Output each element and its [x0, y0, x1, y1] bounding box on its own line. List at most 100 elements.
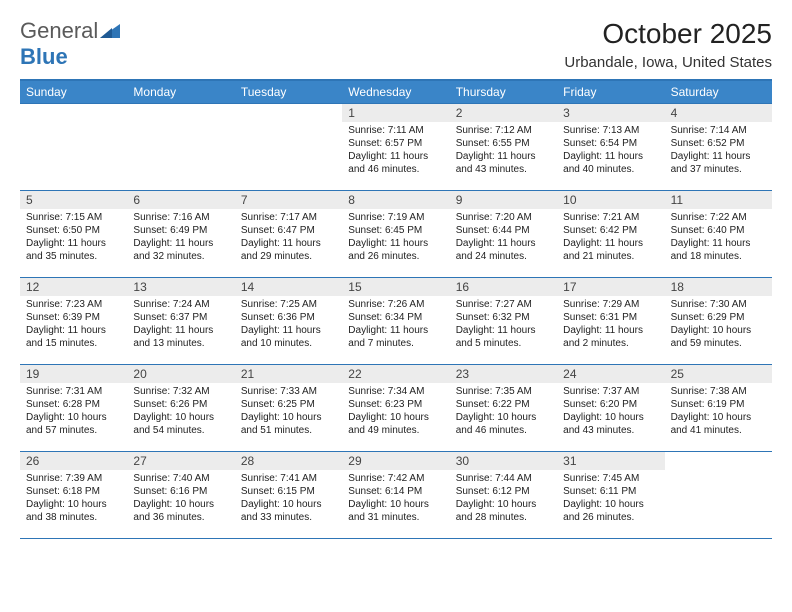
calendar-day-cell — [127, 104, 234, 190]
title-block: October 2025 Urbandale, Iowa, United Sta… — [564, 18, 772, 73]
day-number: 5 — [20, 191, 127, 209]
day-body: Sunrise: 7:38 AMSunset: 6:19 PMDaylight:… — [665, 383, 772, 439]
sunrise: Sunrise: 7:39 AM — [26, 472, 121, 485]
sunset: Sunset: 6:54 PM — [563, 137, 658, 150]
day-number: 7 — [235, 191, 342, 209]
calendar-day-cell: 19Sunrise: 7:31 AMSunset: 6:28 PMDayligh… — [20, 365, 127, 451]
day-body: Sunrise: 7:26 AMSunset: 6:34 PMDaylight:… — [342, 296, 449, 352]
day-number: 9 — [450, 191, 557, 209]
page-subtitle: Urbandale, Iowa, United States — [564, 54, 772, 71]
sunrise: Sunrise: 7:41 AM — [241, 472, 336, 485]
daylight: Daylight: 11 hours and 21 minutes. — [563, 237, 658, 263]
day-number: 23 — [450, 365, 557, 383]
calendar-header-cell: Wednesday — [342, 81, 449, 103]
sunset: Sunset: 6:52 PM — [671, 137, 766, 150]
logo-text: General Blue — [20, 18, 120, 70]
day-body: Sunrise: 7:31 AMSunset: 6:28 PMDaylight:… — [20, 383, 127, 439]
day-number: 24 — [557, 365, 664, 383]
day-body: Sunrise: 7:13 AMSunset: 6:54 PMDaylight:… — [557, 122, 664, 178]
calendar-week-row: 12Sunrise: 7:23 AMSunset: 6:39 PMDayligh… — [20, 277, 772, 364]
day-number — [665, 452, 772, 456]
calendar-day-cell: 13Sunrise: 7:24 AMSunset: 6:37 PMDayligh… — [127, 278, 234, 364]
sunset: Sunset: 6:40 PM — [671, 224, 766, 237]
sunrise: Sunrise: 7:45 AM — [563, 472, 658, 485]
sunset: Sunset: 6:47 PM — [241, 224, 336, 237]
calendar-day-cell: 24Sunrise: 7:37 AMSunset: 6:20 PMDayligh… — [557, 365, 664, 451]
sunset: Sunset: 6:31 PM — [563, 311, 658, 324]
day-body: Sunrise: 7:32 AMSunset: 6:26 PMDaylight:… — [127, 383, 234, 439]
sunset: Sunset: 6:29 PM — [671, 311, 766, 324]
day-number: 13 — [127, 278, 234, 296]
calendar-weeks: 1Sunrise: 7:11 AMSunset: 6:57 PMDaylight… — [20, 103, 772, 538]
day-number: 4 — [665, 104, 772, 122]
day-body: Sunrise: 7:39 AMSunset: 6:18 PMDaylight:… — [20, 470, 127, 526]
day-number: 17 — [557, 278, 664, 296]
calendar-day-cell: 16Sunrise: 7:27 AMSunset: 6:32 PMDayligh… — [450, 278, 557, 364]
sunrise: Sunrise: 7:13 AM — [563, 124, 658, 137]
sunrise: Sunrise: 7:44 AM — [456, 472, 551, 485]
daylight: Daylight: 10 hours and 49 minutes. — [348, 411, 443, 437]
daylight: Daylight: 11 hours and 32 minutes. — [133, 237, 228, 263]
day-body: Sunrise: 7:44 AMSunset: 6:12 PMDaylight:… — [450, 470, 557, 526]
calendar-day-cell: 31Sunrise: 7:45 AMSunset: 6:11 PMDayligh… — [557, 452, 664, 538]
sunset: Sunset: 6:15 PM — [241, 485, 336, 498]
day-number: 10 — [557, 191, 664, 209]
day-number — [127, 104, 234, 108]
sunrise: Sunrise: 7:20 AM — [456, 211, 551, 224]
calendar-day-cell: 17Sunrise: 7:29 AMSunset: 6:31 PMDayligh… — [557, 278, 664, 364]
sunset: Sunset: 6:34 PM — [348, 311, 443, 324]
sunrise: Sunrise: 7:15 AM — [26, 211, 121, 224]
sunrise: Sunrise: 7:37 AM — [563, 385, 658, 398]
calendar-header-cell: Monday — [127, 81, 234, 103]
sunset: Sunset: 6:42 PM — [563, 224, 658, 237]
calendar-day-cell: 6Sunrise: 7:16 AMSunset: 6:49 PMDaylight… — [127, 191, 234, 277]
sunset: Sunset: 6:16 PM — [133, 485, 228, 498]
day-number: 26 — [20, 452, 127, 470]
calendar-header-cell: Thursday — [450, 81, 557, 103]
calendar-day-cell: 4Sunrise: 7:14 AMSunset: 6:52 PMDaylight… — [665, 104, 772, 190]
sunset: Sunset: 6:39 PM — [26, 311, 121, 324]
day-body: Sunrise: 7:19 AMSunset: 6:45 PMDaylight:… — [342, 209, 449, 265]
sunset: Sunset: 6:20 PM — [563, 398, 658, 411]
day-number: 31 — [557, 452, 664, 470]
sunset: Sunset: 6:55 PM — [456, 137, 551, 150]
sunset: Sunset: 6:19 PM — [671, 398, 766, 411]
sunset: Sunset: 6:37 PM — [133, 311, 228, 324]
calendar-day-cell: 26Sunrise: 7:39 AMSunset: 6:18 PMDayligh… — [20, 452, 127, 538]
sunrise: Sunrise: 7:16 AM — [133, 211, 228, 224]
day-body: Sunrise: 7:29 AMSunset: 6:31 PMDaylight:… — [557, 296, 664, 352]
day-number: 6 — [127, 191, 234, 209]
day-number: 1 — [342, 104, 449, 122]
day-body: Sunrise: 7:27 AMSunset: 6:32 PMDaylight:… — [450, 296, 557, 352]
daylight: Daylight: 11 hours and 35 minutes. — [26, 237, 121, 263]
calendar-day-cell: 7Sunrise: 7:17 AMSunset: 6:47 PMDaylight… — [235, 191, 342, 277]
daylight: Daylight: 11 hours and 2 minutes. — [563, 324, 658, 350]
daylight: Daylight: 10 hours and 36 minutes. — [133, 498, 228, 524]
top-bar: General Blue October 2025 Urbandale, Iow… — [20, 18, 772, 73]
daylight: Daylight: 10 hours and 31 minutes. — [348, 498, 443, 524]
day-number: 19 — [20, 365, 127, 383]
day-body: Sunrise: 7:12 AMSunset: 6:55 PMDaylight:… — [450, 122, 557, 178]
calendar-day-cell: 3Sunrise: 7:13 AMSunset: 6:54 PMDaylight… — [557, 104, 664, 190]
calendar-bottom-rule — [20, 538, 772, 539]
day-number: 8 — [342, 191, 449, 209]
calendar-week-row: 19Sunrise: 7:31 AMSunset: 6:28 PMDayligh… — [20, 364, 772, 451]
page-title: October 2025 — [564, 18, 772, 50]
logo-word2: Blue — [20, 44, 68, 69]
sunrise: Sunrise: 7:24 AM — [133, 298, 228, 311]
calendar-day-cell: 18Sunrise: 7:30 AMSunset: 6:29 PMDayligh… — [665, 278, 772, 364]
daylight: Daylight: 11 hours and 15 minutes. — [26, 324, 121, 350]
daylight: Daylight: 10 hours and 28 minutes. — [456, 498, 551, 524]
sunset: Sunset: 6:23 PM — [348, 398, 443, 411]
day-number: 30 — [450, 452, 557, 470]
sunrise: Sunrise: 7:21 AM — [563, 211, 658, 224]
logo: General Blue — [20, 18, 120, 70]
sunrise: Sunrise: 7:12 AM — [456, 124, 551, 137]
daylight: Daylight: 10 hours and 51 minutes. — [241, 411, 336, 437]
sunrise: Sunrise: 7:17 AM — [241, 211, 336, 224]
calendar-day-cell: 5Sunrise: 7:15 AMSunset: 6:50 PMDaylight… — [20, 191, 127, 277]
day-number: 21 — [235, 365, 342, 383]
calendar-day-cell: 22Sunrise: 7:34 AMSunset: 6:23 PMDayligh… — [342, 365, 449, 451]
sunrise: Sunrise: 7:42 AM — [348, 472, 443, 485]
calendar-day-cell: 8Sunrise: 7:19 AMSunset: 6:45 PMDaylight… — [342, 191, 449, 277]
